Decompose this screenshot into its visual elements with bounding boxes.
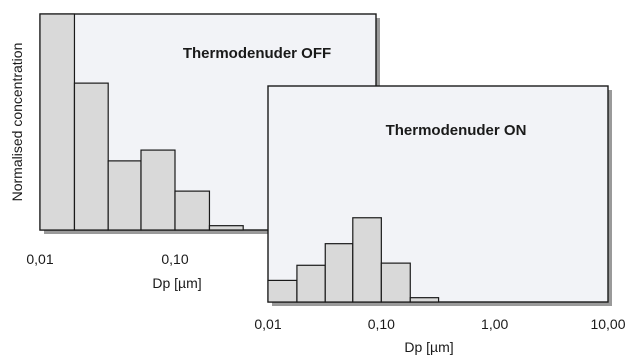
histogram-bar-4 <box>380 262 411 303</box>
x-tick-label: 0,01 <box>254 316 281 332</box>
histogram-bar-1 <box>73 82 109 231</box>
y-axis-label: Normalised concentration <box>9 43 25 202</box>
histogram-bar-5 <box>409 297 440 303</box>
histogram-bar-0 <box>267 279 298 303</box>
chart-title: Thermodenuder ON <box>386 122 527 139</box>
chart-thermodenuder-on: Thermodenuder ON 0,01 0,10 1,00 10,00 Dp [µm] <box>254 85 626 355</box>
x-tick-label: 0,10 <box>161 251 188 267</box>
histogram-bar-3 <box>352 217 382 303</box>
histogram-bar-4 <box>174 190 211 231</box>
histogram-bar-2 <box>324 243 354 303</box>
histogram-bar-0 <box>39 13 76 231</box>
histogram-bar-3 <box>140 149 176 231</box>
x-tick-label: 0,10 <box>368 316 395 332</box>
x-tick-label: 1,00 <box>481 316 508 332</box>
x-axis-label: Dp [µm] <box>404 339 453 355</box>
histogram-bar-2 <box>107 160 142 231</box>
chart-title: Thermodenuder OFF <box>183 45 331 62</box>
x-axis-label: Dp [µm] <box>152 275 201 291</box>
histogram-bar-5 <box>208 225 244 231</box>
x-tick-label: 10,00 <box>590 316 625 332</box>
histogram-bar-1 <box>296 264 326 303</box>
x-tick-label: 0,01 <box>26 251 53 267</box>
